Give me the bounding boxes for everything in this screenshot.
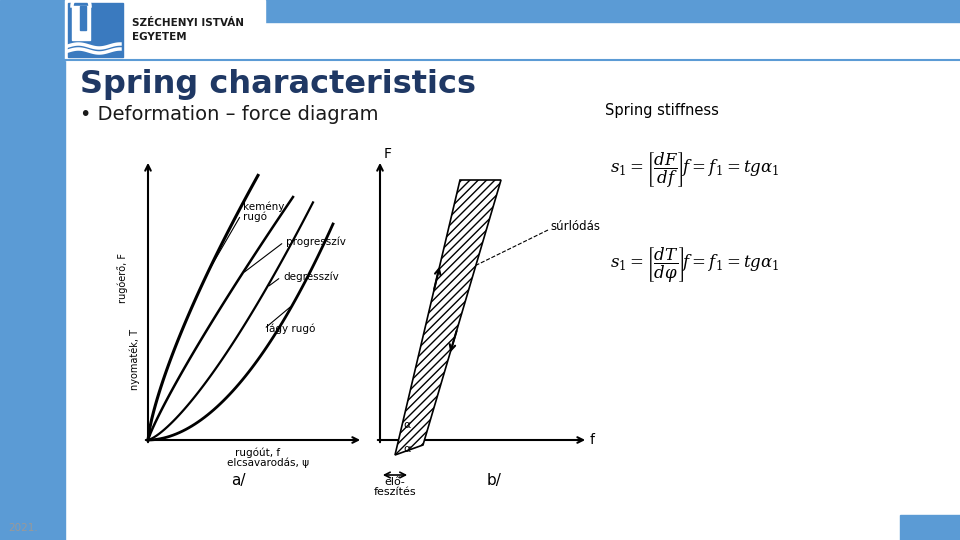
Text: Spring stiffness: Spring stiffness — [605, 103, 719, 118]
Bar — [72, 6, 90, 40]
Polygon shape — [395, 180, 501, 455]
Text: f: f — [590, 433, 595, 447]
Text: lágy rugó: lágy rugó — [266, 323, 316, 334]
Text: SZÉCHENYI ISTVÁN
EGYETEM: SZÉCHENYI ISTVÁN EGYETEM — [132, 18, 244, 42]
Bar — [0, 22, 65, 540]
Bar — [80, 6, 86, 30]
Text: degresszív: degresszív — [283, 272, 339, 282]
Text: progresszív: progresszív — [286, 237, 346, 247]
Text: rugóerő, F: rugóerő, F — [117, 253, 129, 303]
Text: elcsavarodás, ψ: elcsavarodás, ψ — [227, 457, 309, 468]
Bar — [0, 0, 960, 22]
Text: kemény: kemény — [243, 201, 284, 212]
Text: rugóút, f: rugóút, f — [235, 448, 280, 458]
Text: α: α — [403, 444, 410, 454]
Bar — [65, 0, 265, 60]
Text: α: α — [403, 420, 410, 430]
Bar — [900, 515, 960, 540]
Text: feszítés: feszítés — [373, 487, 417, 497]
Text: elő-: elő- — [385, 477, 405, 487]
Text: Spring characteristics: Spring characteristics — [80, 70, 476, 100]
Text: F: F — [384, 147, 392, 161]
Text: rugó: rugó — [243, 212, 267, 222]
Text: • Deformation – force diagram: • Deformation – force diagram — [80, 105, 378, 125]
Text: $s_1 = \left[\dfrac{dT}{d\varphi}\right]\!f = f_1 = tg\alpha_1$: $s_1 = \left[\dfrac{dT}{d\varphi}\right]… — [610, 245, 780, 285]
Bar — [68, 3, 123, 57]
Text: $s_1 = \left[\dfrac{dF}{df}\right]\!f = f_1 = tg\alpha_1$: $s_1 = \left[\dfrac{dF}{df}\right]\!f = … — [610, 151, 780, 190]
Text: a/: a/ — [230, 473, 245, 488]
Text: nyomaték, T: nyomaték, T — [130, 328, 140, 389]
Text: súrlódás: súrlódás — [550, 220, 600, 233]
Text: 2021.: 2021. — [8, 523, 37, 533]
Text: b/: b/ — [487, 473, 501, 488]
